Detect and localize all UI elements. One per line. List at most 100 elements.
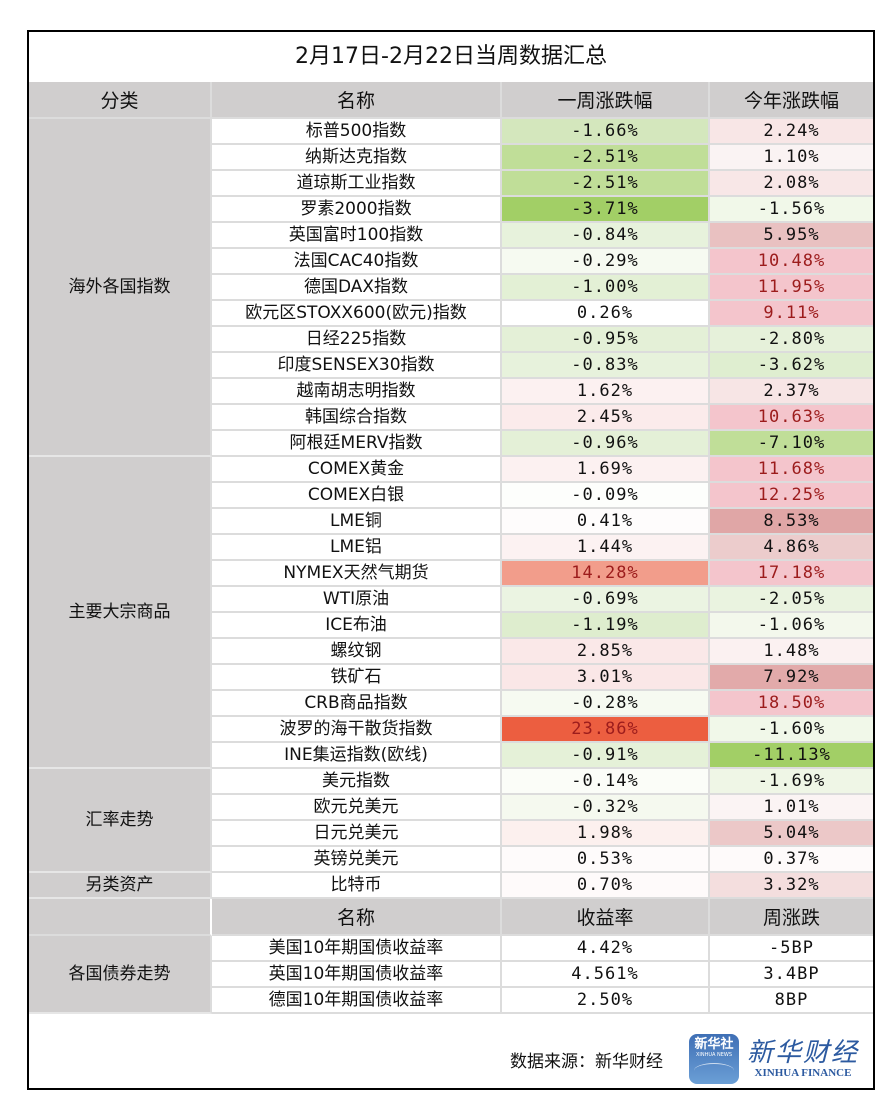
table-row: LME铝 1.44% 4.86% [29,535,873,561]
bond-change: 3.4BP [710,962,873,988]
ytd-change: 11.68% [710,457,873,483]
table-row: 海外各国指数 标普500指数 -1.66% 2.24% [29,119,873,457]
instrument-name: WTI原油 [212,587,502,613]
network-icon [693,1063,734,1078]
table-row: 日经225指数 -0.95% -2.80% [29,327,873,353]
logo-line2: XINHUA NEWS [695,1052,733,1058]
weekly-change: -1.66% [502,119,710,145]
header-ytd-change: 今年涨跌幅 [710,82,873,119]
table-row: 德国DAX指数 -1.00% 11.95% [29,275,873,301]
table-row: 汇率走势 美元指数 -0.14% -1.69% [29,769,873,873]
ytd-change: 1.48% [710,639,873,665]
summary-frame: 2月17日-2月22日当周数据汇总 分类 名称 一周涨跌幅 今年涨跌幅 海外各国… [27,30,875,1090]
instrument-name: INE集运指数(欧线) [212,743,502,769]
ytd-change: 10.48% [710,249,873,275]
bond-yield: 2.50% [502,988,710,1014]
instrument-name: 阿根廷MERV指数 [212,431,502,457]
category-cell: 海外各国指数 [29,119,212,457]
table-row: COMEX白银 -0.09% 12.25% [29,483,873,509]
instrument-name: 纳斯达克指数 [212,145,502,171]
instrument-name: ICE布油 [212,613,502,639]
ytd-change: 1.10% [710,145,873,171]
table-body: 海外各国指数 标普500指数 -1.66% 2.24% 纳斯达克指数 -2.51% 1.10… [29,119,873,899]
table-row: LME铜 0.41% 8.53% [29,509,873,535]
ytd-change: -11.13% [710,743,873,769]
instrument-name: 印度SENSEX30指数 [212,353,502,379]
ytd-change: 10.63% [710,405,873,431]
table-row: 欧元兑美元 -0.32% 1.01% [29,795,873,821]
weekly-change: 3.01% [502,665,710,691]
table-header: 分类 名称 一周涨跌幅 今年涨跌幅 [29,82,873,119]
page-title: 2月17日-2月22日当周数据汇总 [295,44,607,69]
table-row: 英镑兑美元 0.53% 0.37% [29,847,873,873]
table-row: 波罗的海干散货指数 23.86% -1.60% [29,717,873,743]
bond-name: 德国10年期国债收益率 [212,988,502,1014]
bond-header-yield: 收益率 [502,899,710,936]
weekly-change: -2.51% [502,145,710,171]
bond-header: 名称 收益率 周涨跌 [29,899,873,936]
ytd-change: -2.80% [710,327,873,353]
weekly-change: -1.00% [502,275,710,301]
category-cell: 另类资产 [29,873,212,899]
weekly-change: -2.51% [502,171,710,197]
ytd-change: 8.53% [710,509,873,535]
instrument-name: 日经225指数 [212,327,502,353]
instrument-name: 英镑兑美元 [212,847,502,873]
ytd-change: 17.18% [710,561,873,587]
table-row: 另类资产 比特币 0.70% 3.32% [29,873,873,899]
bond-name: 美国10年期国债收益率 [212,936,502,962]
table-row: 韩国综合指数 2.45% 10.63% [29,405,873,431]
ytd-change: 2.08% [710,171,873,197]
category-cell: 主要大宗商品 [29,457,212,769]
ytd-change: 2.37% [710,379,873,405]
bond-change: 8BP [710,988,873,1014]
category-cell: 汇率走势 [29,769,212,873]
bond-yield: 4.42% [502,936,710,962]
bond-change: -5BP [710,936,873,962]
weekly-change: 1.98% [502,821,710,847]
weekly-change: 0.41% [502,509,710,535]
instrument-name: 铁矿石 [212,665,502,691]
instrument-name: 螺纹钢 [212,639,502,665]
weekly-change: 1.44% [502,535,710,561]
bond-header-change: 周涨跌 [710,899,873,936]
table-row: 欧元区STOXX600(欧元)指数 0.26% 9.11% [29,301,873,327]
table-row: 越南胡志明指数 1.62% 2.37% [29,379,873,405]
xinhua-finance-logo: 新华财经 XINHUA FINANCE [747,1039,859,1079]
ytd-change: -7.10% [710,431,873,457]
ytd-change: 4.86% [710,535,873,561]
table-row: 铁矿石 3.01% 7.92% [29,665,873,691]
header-category: 分类 [29,82,212,119]
ytd-change: -1.69% [710,769,873,795]
ytd-change: 18.50% [710,691,873,717]
bond-header-name: 名称 [212,899,502,936]
instrument-name: 法国CAC40指数 [212,249,502,275]
brand-en: XINHUA FINANCE [754,1067,852,1079]
footer: 数据来源：新华财经 新华社 XINHUA NEWS 新华财经 XINHUA FI… [29,1030,873,1088]
weekly-change: -0.91% [502,743,710,769]
ytd-change: -2.05% [710,587,873,613]
weekly-change: 1.62% [502,379,710,405]
instrument-name: 韩国综合指数 [212,405,502,431]
ytd-change: 1.01% [710,795,873,821]
bond-name: 英国10年期国债收益率 [212,962,502,988]
table-row: 阿根廷MERV指数 -0.96% -7.10% [29,431,873,457]
weekly-change: -0.29% [502,249,710,275]
weekly-change: -0.95% [502,327,710,353]
table-row: 道琼斯工业指数 -2.51% 2.08% [29,171,873,197]
instrument-name: 德国DAX指数 [212,275,502,301]
weekly-change: -0.84% [502,223,710,249]
instrument-name: COMEX白银 [212,483,502,509]
weekly-change: -3.71% [502,197,710,223]
table-row: 法国CAC40指数 -0.29% 10.48% [29,249,873,275]
weekly-change: -0.32% [502,795,710,821]
instrument-name: 英国富时100指数 [212,223,502,249]
weekly-change: -0.09% [502,483,710,509]
logo-line1: 新华社 [694,1037,734,1052]
instrument-name: 日元兑美元 [212,821,502,847]
weekly-change: 2.85% [502,639,710,665]
category-cell: 各国债券走势 [29,936,212,1014]
weekly-change: -0.69% [502,587,710,613]
instrument-name: 欧元区STOXX600(欧元)指数 [212,301,502,327]
ytd-change: 3.32% [710,873,873,899]
